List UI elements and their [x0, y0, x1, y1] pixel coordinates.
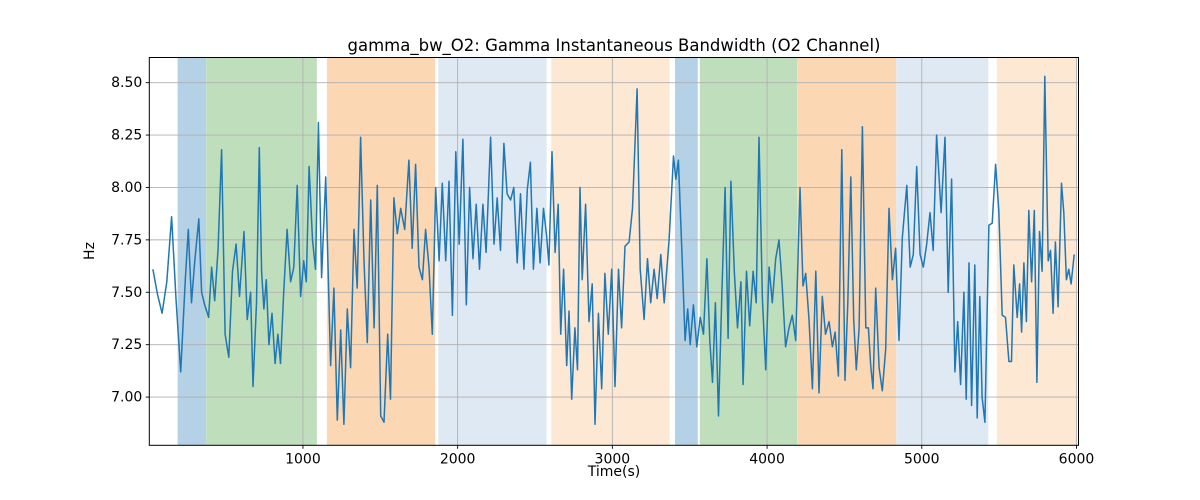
axvspan-lightorange — [551, 57, 670, 446]
axvspan-green — [699, 57, 798, 446]
axvspan-blue — [675, 57, 698, 446]
x-tick-label: 3000 — [595, 451, 631, 467]
x-tick-label: 2000 — [440, 451, 476, 467]
y-tick-label: 7.50 — [111, 285, 142, 301]
y-axis-label: Hz — [82, 242, 98, 260]
y-tick-label: 8.00 — [111, 180, 142, 196]
x-tick-label: 5000 — [904, 451, 940, 467]
x-tick-label: 4000 — [749, 451, 785, 467]
y-tick-label: 8.25 — [111, 128, 142, 144]
axvspan-blue — [177, 57, 207, 446]
x-tick-label: 6000 — [1059, 451, 1095, 467]
x-tick-label: 1000 — [285, 451, 321, 467]
axvspan-orange — [797, 57, 897, 446]
y-tick-label: 7.25 — [111, 337, 142, 353]
y-tick-label: 8.50 — [111, 75, 142, 91]
axes-border — [148, 57, 1080, 446]
axvspan-lightorange — [996, 57, 1077, 446]
y-tick-label: 7.00 — [111, 390, 142, 406]
axvspan-lightblue — [896, 57, 989, 446]
axvspan-lightblue — [438, 57, 547, 446]
series-line — [152, 75, 1075, 426]
chart-title: gamma_bw_O2: Gamma Instantaneous Bandwid… — [347, 36, 881, 55]
x-axis-label: Time(s) — [587, 464, 641, 480]
y-tick-label: 7.75 — [111, 232, 142, 248]
